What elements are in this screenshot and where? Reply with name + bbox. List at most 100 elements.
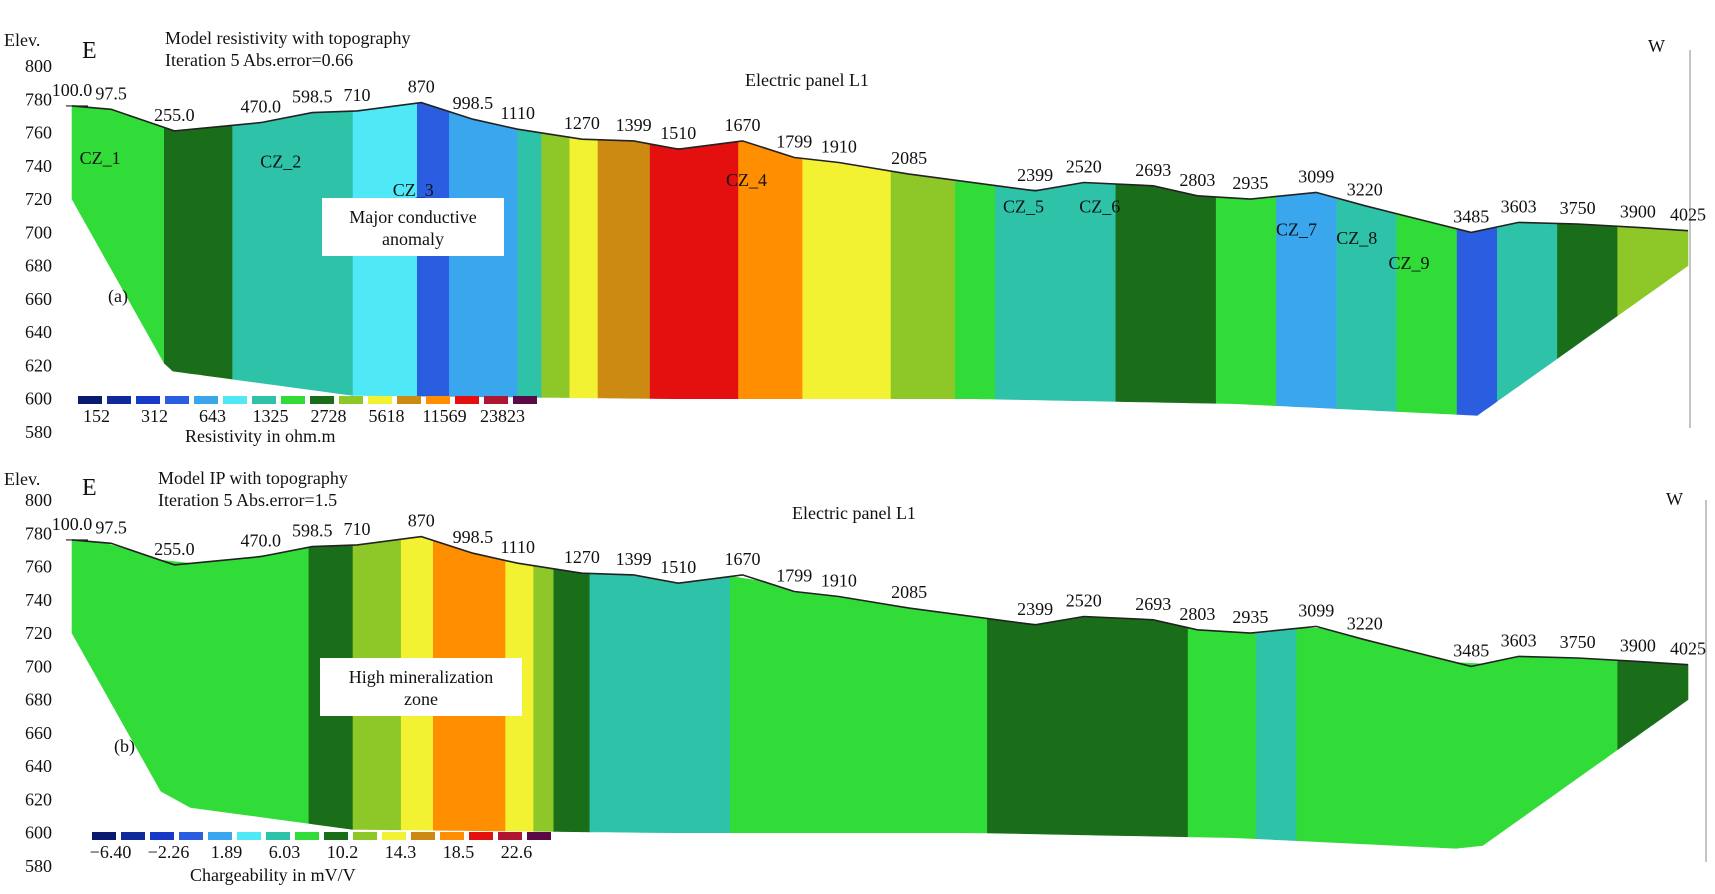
section-zone — [1396, 213, 1458, 415]
colorbar-swatch — [266, 832, 290, 840]
panel-letter: (a) — [108, 286, 128, 307]
station-label: 3220 — [1347, 614, 1383, 634]
colorbar-tick-label: 152 — [83, 406, 110, 426]
station-label: 3900 — [1620, 635, 1656, 655]
colorbar-swatch — [136, 396, 160, 404]
colorbar-tick-label: 10.2 — [327, 842, 359, 862]
section-zone — [730, 576, 988, 834]
surface-line — [71, 101, 1689, 234]
colorbar-swatch — [498, 832, 522, 840]
conductive-zone-labels: CZ_1 CZ_2 CZ_3 CZ_4 CZ_5 CZ_6 CZ_7 CZ_8 CZ_9 — [80, 148, 1430, 273]
colorbar-tick-label: 6.03 — [269, 842, 301, 862]
chart-title: Model IP with topography — [158, 468, 348, 488]
y-tick-label: 760 — [25, 123, 52, 143]
cz-label: CZ_8 — [1336, 228, 1377, 248]
y-axis-ticks: 800 780 760 740 720 700 680 660 640 620 600 580 — [25, 490, 52, 876]
station-label: 1510 — [660, 123, 696, 143]
y-axis-label: Elev. — [4, 30, 40, 50]
station-label: 3750 — [1560, 198, 1596, 218]
colorbar-tick-label: 11569 — [422, 406, 466, 426]
colorbar-label: Resistivity in ohm.m — [185, 426, 336, 446]
station-label: 2520 — [1066, 156, 1102, 176]
y-tick-label: 740 — [25, 156, 52, 176]
station-label: 1270 — [564, 547, 600, 567]
station-label: 1799 — [776, 132, 812, 152]
station-label: 97.5 — [95, 83, 127, 103]
section-zone — [1557, 223, 1618, 359]
y-tick-label: 760 — [25, 557, 52, 577]
section-zone — [517, 128, 543, 398]
callout-box: Major conductive anomaly — [322, 198, 504, 256]
station-label: 1399 — [616, 549, 652, 569]
station-label: 1110 — [500, 537, 535, 557]
colorbar-swatch — [194, 396, 218, 404]
colorbar-swatch — [78, 396, 102, 404]
station-label: 470.0 — [240, 531, 281, 551]
station-label: 598.5 — [292, 87, 333, 107]
station-label: 2399 — [1017, 599, 1053, 619]
station-label: 710 — [344, 519, 371, 539]
station-label: 2520 — [1066, 590, 1102, 610]
colorbar-swatch — [353, 832, 377, 840]
colorbar-tick-label: 22.6 — [501, 842, 533, 862]
colorbar-tick-label: 14.3 — [385, 842, 417, 862]
colorbar-swatch — [484, 396, 508, 404]
station-label: 1910 — [821, 136, 857, 156]
section-zone — [71, 539, 310, 824]
station-label: 1399 — [616, 115, 652, 135]
section-zone — [1215, 196, 1277, 407]
station-label: 2803 — [1179, 604, 1215, 624]
y-tick-label: 680 — [25, 256, 52, 276]
colorbar-swatch — [150, 832, 174, 840]
station-label: 3485 — [1453, 640, 1489, 660]
callout-line-1: Major conductive — [349, 207, 476, 227]
station-labels: 100.0 97.5 255.0 470.0 598.5 710 870 998.5 1110 1… — [52, 77, 1706, 227]
y-tick-label: 780 — [25, 523, 52, 543]
colorbar-swatch — [455, 396, 479, 404]
y-tick-label: 640 — [25, 756, 52, 776]
colorbar: 152 312 643 1325 2728 5618 11569 23823 — [78, 396, 537, 426]
y-axis-label: Elev. — [4, 469, 40, 489]
station-label: 3099 — [1298, 166, 1334, 186]
section-zone — [533, 565, 555, 832]
colorbar-swatch — [469, 832, 493, 840]
chart-title: Model resistivity with topography — [165, 28, 410, 48]
station-label: 255.0 — [154, 105, 195, 125]
station-label: 3900 — [1620, 201, 1656, 221]
colorbar-tick-label: 1325 — [253, 406, 289, 426]
cz-label: CZ_2 — [260, 151, 301, 171]
section-zone — [1115, 183, 1217, 404]
y-tick-label: 780 — [25, 89, 52, 109]
y-tick-label: 620 — [25, 355, 52, 375]
station-label: 1670 — [724, 549, 760, 569]
cz-label: CZ_1 — [80, 148, 121, 168]
colorbar-swatch — [513, 396, 537, 404]
station-labels: 100.0 97.5 255.0 470.0 598.5 710 870 998.5 1110 1… — [52, 511, 1706, 661]
section-zone — [597, 139, 651, 399]
section-zone — [589, 573, 731, 834]
colorbar-swatch — [440, 832, 464, 840]
colorbar-swatch — [281, 396, 305, 404]
y-tick-label: 660 — [25, 289, 52, 309]
y-tick-label: 740 — [25, 590, 52, 610]
section-zone — [1456, 226, 1498, 416]
y-tick-label: 720 — [25, 623, 52, 643]
colorbar-tick-label: 1.89 — [211, 842, 243, 862]
section-zone — [954, 179, 996, 400]
y-tick-label: 580 — [25, 422, 52, 442]
station-label: 4025 — [1670, 205, 1706, 225]
topography-line — [66, 101, 1689, 234]
colorbar-swatch — [382, 832, 406, 840]
station-label: 1110 — [500, 103, 535, 123]
station-label: 1799 — [776, 566, 812, 586]
station-label: 100.0 — [52, 80, 93, 100]
y-tick-label: 580 — [25, 856, 52, 876]
station-label: 2085 — [891, 582, 927, 602]
y-tick-label: 720 — [25, 189, 52, 209]
station-label: 3603 — [1501, 630, 1537, 650]
colorbar-swatch — [252, 396, 276, 404]
callout-line-2: anomaly — [382, 229, 444, 249]
callout-box: High mineralization zone — [320, 658, 522, 716]
station-label: 4025 — [1670, 639, 1706, 659]
section-zone — [569, 136, 599, 399]
